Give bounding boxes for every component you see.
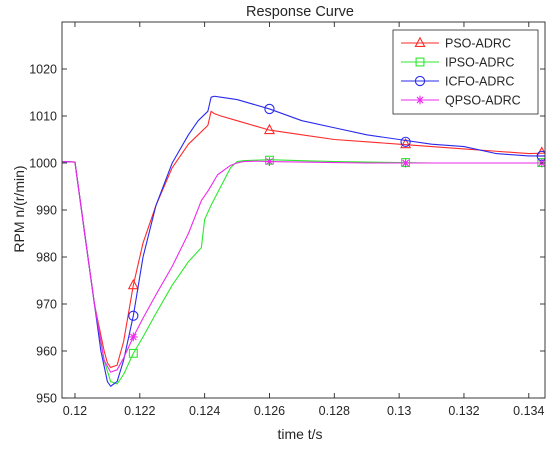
legend-item-icfo-adrc: ICFO-ADRC <box>401 75 514 89</box>
series-line-icfo-adrc <box>62 95 545 387</box>
data-point-qpso-adrc <box>401 158 410 168</box>
data-point-icfo-adrc <box>264 103 275 115</box>
x-tick-label: 0.12 <box>63 404 87 418</box>
y-tick-label: 960 <box>36 345 57 359</box>
data-point-icfo-adrc <box>400 136 411 147</box>
legend-item-pso-adrc: PSO-ADRC <box>401 37 511 51</box>
data-point-qpso-adrc <box>128 332 138 342</box>
y-axis-label: RPM n/(r/min) <box>11 165 27 252</box>
y-tick-label: 990 <box>36 204 57 218</box>
data-point-qpso-adrc <box>265 157 274 166</box>
y-tick-label: 1020 <box>29 63 57 77</box>
legend: PSO-ADRC IPSO-ADRC ICFO-ADRC QPSO-ADRC <box>392 29 539 115</box>
x-tick-label: 0.128 <box>319 404 350 418</box>
legend-label: PSO-ADRC <box>445 37 511 51</box>
legend-marker <box>415 57 425 67</box>
y-tick-label: 980 <box>36 251 57 265</box>
y-tick-label: 950 <box>36 392 57 406</box>
data-point-pso-adrc <box>400 137 412 149</box>
y-tick-label: 970 <box>36 298 57 312</box>
series-line-pso-adrc <box>62 110 545 368</box>
series-pso-adrc <box>62 110 545 368</box>
y-tick-label: 1000 <box>29 157 57 171</box>
x-tick-label: 0.126 <box>254 404 285 418</box>
x-tick-label: 0.134 <box>513 404 544 418</box>
series-icfo-adrc <box>62 95 545 387</box>
legend-label: QPSO-ADRC <box>445 94 521 108</box>
legend-label: ICFO-ADRC <box>445 75 514 89</box>
legend-marker <box>415 95 425 105</box>
legend-item-ipso-adrc: IPSO-ADRC <box>401 56 514 70</box>
legend-item-qpso-adrc: QPSO-ADRC <box>401 94 521 108</box>
data-point-pso-adrc <box>127 278 139 290</box>
x-tick-label: 0.132 <box>448 404 479 418</box>
x-tick-label: 0.13 <box>387 404 411 418</box>
data-point-ipso-adrc <box>128 348 138 358</box>
x-axis-label: time t/s <box>277 426 322 442</box>
axes: 0.12 0.122 0.124 0.126 0.128 0.13 0.132 0.134 95… <box>29 21 546 418</box>
x-tick-label: 0.122 <box>124 404 155 418</box>
chart-title: Response Curve <box>246 4 354 20</box>
data-point-icfo-adrc <box>128 310 139 321</box>
x-tick-label: 0.124 <box>189 404 220 418</box>
y-tick-label: 1010 <box>29 110 57 124</box>
legend-label: IPSO-ADRC <box>445 56 514 70</box>
data-point-pso-adrc <box>263 123 275 135</box>
legend-marker <box>414 36 426 48</box>
legend-marker <box>414 75 426 87</box>
